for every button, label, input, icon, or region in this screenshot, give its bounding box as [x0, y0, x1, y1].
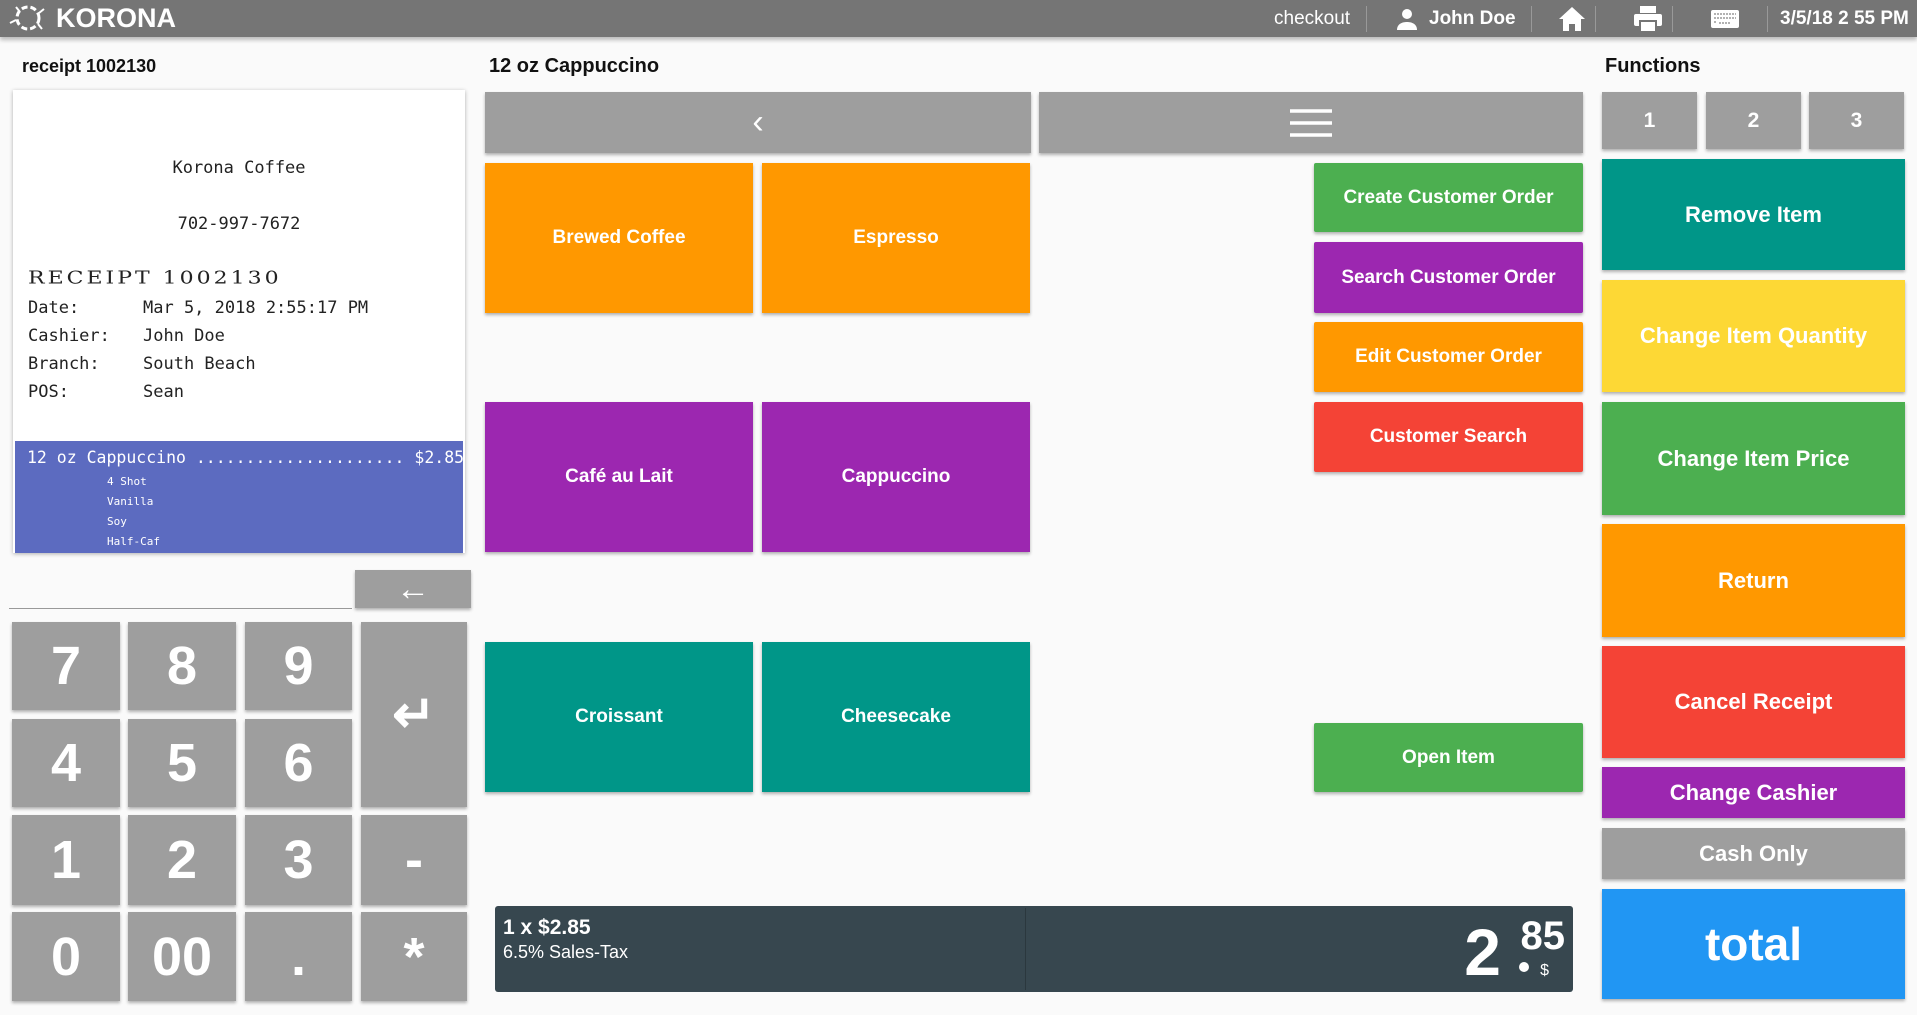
- keypad-key[interactable]: 5: [128, 719, 236, 807]
- keypad-key[interactable]: .: [245, 912, 352, 1001]
- pos-label: POS:: [28, 382, 69, 402]
- modifier: Soy: [107, 515, 127, 528]
- pos-value: Sean: [143, 382, 184, 402]
- home-icon: [1559, 6, 1585, 31]
- branch-label: Branch:: [28, 354, 100, 374]
- receipt-preview[interactable]: Korona Coffee 702-997-7672 RECEIPT 10021…: [13, 90, 465, 553]
- sun-logo-icon: [9, 5, 45, 31]
- function-button[interactable]: Cash Only: [1602, 828, 1905, 879]
- function-page-tab[interactable]: 1: [1602, 92, 1697, 149]
- divider: [1025, 908, 1026, 990]
- date-label: Date:: [28, 298, 80, 318]
- function-page-tab[interactable]: 2: [1706, 92, 1801, 149]
- home-button[interactable]: [1558, 0, 1586, 37]
- selected-receipt-item[interactable]: 12 oz Cappuccino ..................... $…: [15, 441, 465, 553]
- keyboard-button[interactable]: [1710, 0, 1740, 37]
- product-button[interactable]: Espresso: [762, 163, 1030, 313]
- keypad-key[interactable]: 2: [128, 815, 236, 905]
- keypad-key[interactable]: 1: [12, 815, 120, 905]
- modifier: Half-Caf: [107, 535, 160, 548]
- total-cents: 85: [1520, 914, 1566, 958]
- modifier: Vanilla: [107, 495, 154, 508]
- modifier: 4 Shot: [107, 475, 147, 488]
- divider: [1366, 6, 1367, 32]
- customer-function-button[interactable]: Open Item: [1314, 723, 1583, 792]
- cashier-value: John Doe: [143, 326, 225, 346]
- keypad-key[interactable]: 3: [245, 815, 352, 905]
- customer-function-button[interactable]: Edit Customer Order: [1314, 322, 1583, 392]
- customer-function-button[interactable]: Create Customer Order: [1314, 163, 1583, 232]
- product-button[interactable]: Cheesecake: [762, 642, 1030, 792]
- keypad-key[interactable]: 6: [245, 719, 352, 807]
- summary-panel: 1 x $2.85 6.5% Sales-Tax 2 85 $: [495, 906, 1573, 992]
- receipt-label: receipt 1002130: [22, 56, 157, 76]
- korona-logo: KORONA: [6, 3, 176, 33]
- keyboard-icon: [1711, 9, 1739, 28]
- currency-symbol: $: [1540, 962, 1549, 979]
- top-bar: KORONA checkout John Doe 3/5/18 2 55 PM: [0, 0, 1917, 37]
- item-line: 12 oz Cappuccino ..................... $…: [27, 448, 465, 467]
- printer-icon: [1634, 5, 1662, 33]
- divider: [1531, 6, 1532, 32]
- total-button[interactable]: total: [1602, 889, 1905, 999]
- product-button[interactable]: Croissant: [485, 642, 753, 792]
- decimal-dot: [1519, 962, 1529, 972]
- quantity-price: 1 x $2.85: [503, 916, 591, 939]
- cashier-label: Cashier:: [28, 326, 110, 346]
- keypad-key[interactable]: -: [361, 815, 467, 905]
- datetime: 3/5/18 2 55 PM: [1780, 7, 1909, 29]
- date-value: Mar 5, 2018 2:55:17 PM: [143, 298, 369, 318]
- keypad-key[interactable]: 9: [245, 622, 352, 710]
- backspace-button[interactable]: ←: [355, 570, 471, 608]
- divider: [1767, 6, 1768, 32]
- keypad-key[interactable]: 00: [128, 912, 236, 1001]
- category-title: 12 oz Cappuccino: [489, 55, 660, 77]
- brand-name: KORONA: [56, 2, 176, 33]
- keypad-key[interactable]: 0: [12, 912, 120, 1001]
- back-button[interactable]: ‹: [485, 92, 1031, 153]
- keypad-key[interactable]: 7: [12, 622, 120, 710]
- function-button[interactable]: Remove Item: [1602, 159, 1905, 270]
- input-field[interactable]: [9, 608, 352, 609]
- function-button[interactable]: Change Item Price: [1602, 402, 1905, 515]
- keypad-key[interactable]: 8: [128, 622, 236, 710]
- divider: [1595, 6, 1596, 32]
- total-integer: 2: [1464, 915, 1501, 989]
- store-phone: 702-997-7672: [177, 214, 301, 234]
- divider: [1672, 6, 1673, 32]
- function-button[interactable]: Change Item Quantity: [1602, 280, 1905, 392]
- receipt-heading: RECEIPT 1002130: [28, 268, 282, 289]
- mode-label[interactable]: checkout: [1274, 7, 1351, 29]
- keypad-key[interactable]: 4: [12, 719, 120, 807]
- tax-label: 6.5% Sales-Tax: [503, 942, 629, 962]
- function-button[interactable]: Return: [1602, 524, 1905, 637]
- functions-title: Functions: [1605, 55, 1701, 77]
- product-button[interactable]: Brewed Coffee: [485, 163, 753, 313]
- keypad-key[interactable]: *: [361, 912, 467, 1001]
- customer-function-button[interactable]: Customer Search: [1314, 402, 1583, 472]
- hamburger-icon: [1290, 108, 1332, 137]
- store-name: Korona Coffee: [172, 158, 306, 178]
- user-menu[interactable]: John Doe: [1395, 0, 1516, 37]
- customer-function-button[interactable]: Search Customer Order: [1314, 242, 1583, 313]
- product-button[interactable]: Café au Lait: [485, 402, 753, 552]
- function-button[interactable]: Change Cashier: [1602, 767, 1905, 818]
- function-page-tab[interactable]: 3: [1809, 92, 1904, 149]
- enter-button[interactable]: ↵: [361, 622, 467, 807]
- user-name: John Doe: [1429, 7, 1516, 29]
- function-button[interactable]: Cancel Receipt: [1602, 646, 1905, 758]
- menu-button[interactable]: [1039, 92, 1583, 153]
- print-button[interactable]: [1633, 0, 1663, 37]
- user-icon: [1397, 8, 1417, 30]
- branch-value: South Beach: [143, 354, 256, 374]
- product-button[interactable]: Cappuccino: [762, 402, 1030, 552]
